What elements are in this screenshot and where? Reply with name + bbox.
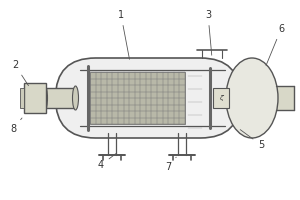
Ellipse shape — [41, 86, 47, 110]
Ellipse shape — [73, 86, 79, 110]
Ellipse shape — [226, 58, 278, 138]
Bar — [20, 88, 23, 108]
FancyBboxPatch shape — [56, 58, 241, 138]
Bar — [46, 88, 74, 108]
Text: 6: 6 — [266, 24, 284, 65]
Bar — [23, 83, 46, 113]
Text: 2: 2 — [12, 60, 28, 86]
Text: ζ: ζ — [219, 95, 223, 101]
Bar — [213, 88, 229, 108]
Text: 1: 1 — [118, 10, 130, 59]
Bar — [276, 86, 294, 110]
Text: 7: 7 — [165, 157, 176, 172]
Text: 4: 4 — [98, 154, 116, 170]
Text: 5: 5 — [240, 130, 264, 150]
Text: 3: 3 — [205, 10, 212, 55]
Bar — [90, 72, 185, 124]
Text: 8: 8 — [10, 118, 22, 134]
